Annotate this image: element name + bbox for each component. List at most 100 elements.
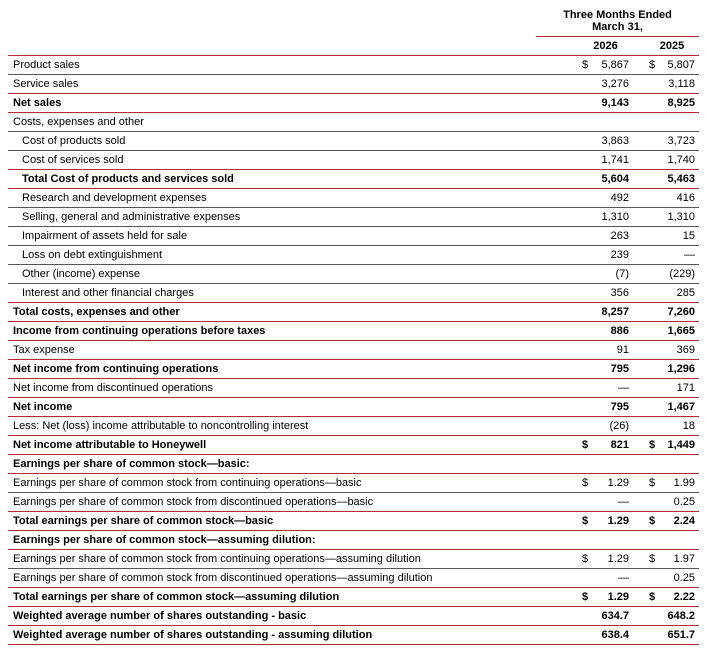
table-row: Other (income) expense (7) (229) bbox=[8, 265, 699, 284]
cell-value: 15 bbox=[682, 230, 695, 242]
row-label: Weighted average number of shares outsta… bbox=[13, 629, 373, 641]
value-cell-2026: $1.29 bbox=[536, 591, 631, 603]
table-row: Weighted average number of shares outsta… bbox=[8, 626, 699, 645]
table-row: Cost of services sold 1,741 1,740 bbox=[8, 151, 699, 170]
table-row: Earnings per share of common stock from … bbox=[8, 550, 699, 569]
cell-value: 1.99 bbox=[673, 477, 695, 489]
currency-symbol: $ bbox=[649, 591, 656, 603]
value-cell-2026: 8,257 bbox=[536, 306, 631, 318]
row-label: Earnings per share of common stock from … bbox=[13, 496, 374, 508]
row-label: Total earnings per share of common stock… bbox=[13, 591, 340, 603]
cell-value: 1.29 bbox=[607, 591, 629, 603]
value-cell-2025: 651.7 bbox=[631, 629, 699, 641]
row-label: Income from continuing operations before… bbox=[13, 325, 266, 337]
row-label: Product sales bbox=[13, 59, 80, 71]
cell-value: 1.29 bbox=[607, 477, 629, 489]
table-row: Total costs, expenses and other 8,257 7,26… bbox=[8, 303, 699, 322]
column-year-2026: 2026 bbox=[593, 40, 618, 52]
table-row: Total earnings per share of common stock… bbox=[8, 588, 699, 607]
table-row: Total Cost of products and services sold… bbox=[8, 170, 699, 189]
row-label: Net income attributable to Honeywell bbox=[13, 439, 207, 451]
row-label: Costs, expenses and other bbox=[13, 116, 144, 128]
cell-value: 648.2 bbox=[667, 610, 695, 622]
value-cell-2026: 239 bbox=[536, 249, 631, 261]
currency-symbol: $ bbox=[582, 553, 589, 565]
table-row: Research and development expenses 492 416 bbox=[8, 189, 699, 208]
cell-value: 356 bbox=[610, 287, 629, 299]
cell-value: 1,740 bbox=[667, 154, 695, 166]
value-cell-2026: 1,310 bbox=[536, 211, 631, 223]
cell-value: 369 bbox=[676, 344, 695, 356]
cell-value: (7) bbox=[615, 268, 629, 280]
table-row: Cost of products sold 3,863 3,723 bbox=[8, 132, 699, 151]
cell-value: 239 bbox=[610, 249, 629, 261]
value-cell-2026: 638.4 bbox=[536, 629, 631, 641]
cell-value: 1,467 bbox=[667, 401, 695, 413]
table-row: Weighted average number of shares outsta… bbox=[8, 607, 699, 626]
cell-value: 1,449 bbox=[667, 439, 695, 451]
row-label: Less: Net (loss) income attributable to … bbox=[13, 420, 309, 432]
value-cell-2026: 263 bbox=[536, 230, 631, 242]
value-cell-2025: 285 bbox=[631, 287, 699, 299]
value-cell-2025: $1.97 bbox=[631, 553, 699, 565]
value-cell-2026: 3,276 bbox=[536, 78, 631, 90]
row-label: Net income bbox=[13, 401, 73, 413]
value-cell-2025: 18 bbox=[631, 420, 699, 432]
value-cell-2026: 634.7 bbox=[536, 610, 631, 622]
currency-symbol: $ bbox=[582, 591, 589, 603]
table-row: Selling, general and administrative expe… bbox=[8, 208, 699, 227]
currency-symbol: $ bbox=[649, 439, 656, 451]
table-row: Service sales 3,276 3,118 bbox=[8, 75, 699, 94]
value-cell-2025: 5,463 bbox=[631, 173, 699, 185]
table-row: Earnings per share of common stock from … bbox=[8, 474, 699, 493]
cell-value: 1.29 bbox=[607, 515, 629, 527]
table-row: Earnings per share of common stock from … bbox=[8, 569, 699, 588]
row-label: Research and development expenses bbox=[22, 192, 207, 204]
period-header: Three Months Ended March 31, bbox=[536, 8, 699, 37]
cell-value: 416 bbox=[676, 192, 695, 204]
table-row: Tax expense 91 369 bbox=[8, 341, 699, 360]
cell-value: 1,741 bbox=[601, 154, 629, 166]
row-label: Net sales bbox=[13, 97, 62, 109]
value-cell-2026: 886 bbox=[536, 325, 631, 337]
table-header: Three Months Ended March 31, bbox=[8, 0, 699, 37]
cell-value: 285 bbox=[676, 287, 695, 299]
cell-value: 886 bbox=[610, 325, 629, 337]
row-label: Net income from continuing operations bbox=[13, 363, 219, 375]
cell-value: (229) bbox=[669, 268, 695, 280]
cell-value: — bbox=[684, 249, 695, 261]
currency-symbol: $ bbox=[582, 439, 589, 451]
row-label: Total Cost of products and services sold bbox=[22, 173, 234, 185]
table-row: Less: Net (loss) income attributable to … bbox=[8, 417, 699, 436]
cell-value: — bbox=[618, 572, 629, 584]
table-row: Product sales $5,867 $5,807 bbox=[8, 56, 699, 75]
value-cell-2025: 15 bbox=[631, 230, 699, 242]
value-cell-2025: 0.25 bbox=[631, 572, 699, 584]
value-cell-2026: $1.29 bbox=[536, 477, 631, 489]
currency-symbol: $ bbox=[649, 477, 656, 489]
cell-value: 5,807 bbox=[667, 59, 695, 71]
table-row: Net income attributable to Honeywell $821… bbox=[8, 436, 699, 455]
cell-value: 651.7 bbox=[667, 629, 695, 641]
value-cell-2026: $821 bbox=[536, 439, 631, 451]
cell-value: 0.25 bbox=[673, 496, 695, 508]
row-label: Earnings per share of common stock from … bbox=[13, 553, 421, 565]
currency-symbol: $ bbox=[582, 59, 589, 71]
row-label: Earnings per share of common stock from … bbox=[13, 477, 362, 489]
row-label: Weighted average number of shares outsta… bbox=[13, 610, 307, 622]
value-cell-2026: 9,143 bbox=[536, 97, 631, 109]
column-year-2025: 2025 bbox=[659, 40, 685, 52]
cell-value: 1.29 bbox=[607, 553, 629, 565]
cell-value: 1,310 bbox=[601, 211, 629, 223]
cell-value: 2.22 bbox=[673, 591, 695, 603]
value-cell-2025: 171 bbox=[631, 382, 699, 394]
table-row: Impairment of assets held for sale 263 15 bbox=[8, 227, 699, 246]
cell-value: 263 bbox=[610, 230, 629, 242]
value-cell-2026: 356 bbox=[536, 287, 631, 299]
row-label: Net income from discontinued operations bbox=[13, 382, 213, 394]
row-label: Total costs, expenses and other bbox=[13, 306, 180, 318]
row-label: Earnings per share of common stock from … bbox=[13, 572, 433, 584]
row-label: Service sales bbox=[13, 78, 79, 90]
value-cell-2026: — bbox=[536, 382, 631, 394]
cell-value: 3,723 bbox=[667, 135, 695, 147]
